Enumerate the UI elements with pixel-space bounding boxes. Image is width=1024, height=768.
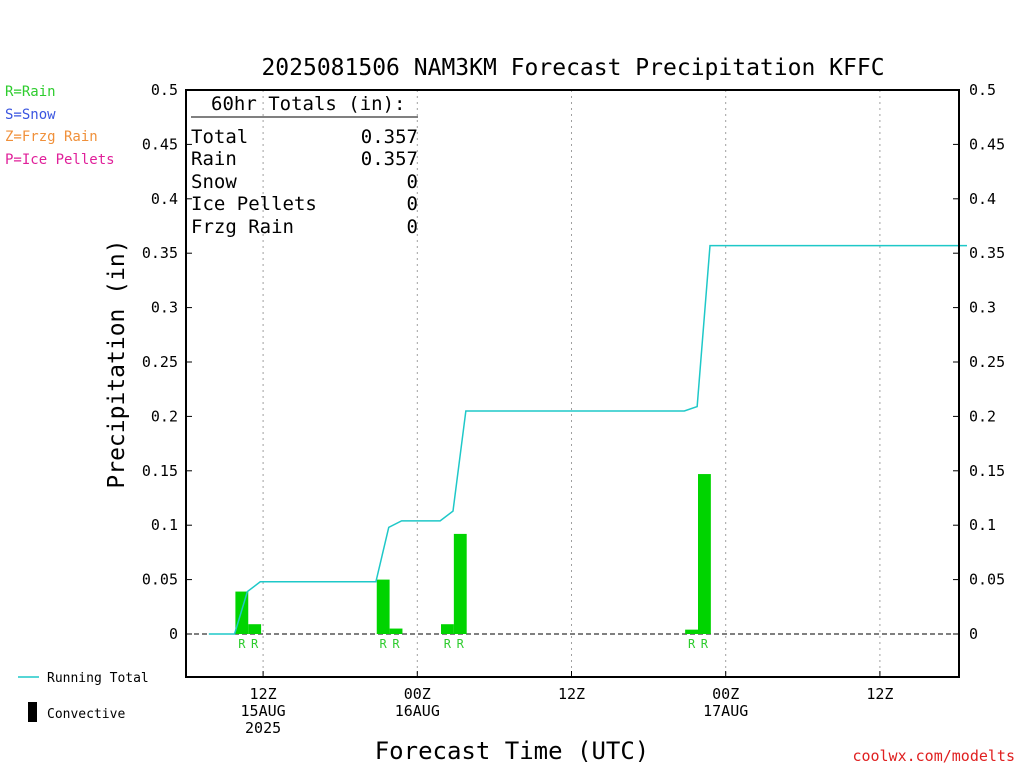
x-tick-label: 12Z (866, 685, 893, 703)
precip-type-letter: R (380, 637, 388, 651)
totals-label-ice-pellets: Ice Pellets (191, 193, 317, 215)
y-tick-label-right: 0.5 (969, 81, 996, 99)
x-tick-label: 00Z (712, 685, 739, 703)
chart-title: 2025081506 NAM3KM Forecast Precipitation… (261, 55, 884, 81)
precip-type-letter: R (701, 637, 709, 651)
y-tick-label-right: 0.4 (969, 190, 996, 208)
precip-type-legend: R=Rain S=Snow Z=Frzg Rain P=Ice Pellets (5, 84, 115, 168)
y-tick-label-right: 0.1 (969, 516, 996, 534)
totals-label-rain: Rain (191, 148, 237, 170)
plot-frame (185, 89, 960, 678)
precip-bar (453, 533, 467, 634)
totals-value-rain: 0.357 (361, 148, 418, 170)
totals-label-frzg-rain: Frzg Rain (191, 216, 294, 238)
x-tick-label: 2025 (245, 719, 281, 737)
precip-type-letter: R (238, 637, 246, 651)
totals-box: 60hr Totals (in): Total 0.357 Rain 0.357… (191, 93, 418, 238)
y-tick-label-left: 0.2 (151, 407, 178, 425)
y-axis-right-ticks: 0 0.05 0.1 0.15 0.2 0.25 0.3 0.35 0.4 0.45 0.5 (953, 81, 1005, 643)
precip-type-letter: R (392, 637, 400, 651)
x-tick-label: 12Z (250, 685, 277, 703)
y-axis-label: Precipitation (in) (104, 239, 130, 488)
totals-value-ice-pellets: 0 (407, 193, 418, 215)
precip-type-letter: R (457, 637, 465, 651)
precip-bar (698, 474, 711, 634)
y-tick-label-left: 0.3 (151, 299, 178, 317)
totals-value-snow: 0 (407, 171, 418, 193)
running-total-legend-label: Running Total (47, 671, 149, 686)
y-tick-label-right: 0.25 (969, 353, 1005, 371)
precip-bar (376, 579, 390, 634)
y-tick-label-right: 0 (969, 625, 978, 643)
precip-bar (441, 624, 454, 634)
running-total-line (208, 244, 967, 635)
x-tick-label: 12Z (558, 685, 585, 703)
precip-bar (235, 591, 249, 634)
y-tick-label-right: 0.45 (969, 135, 1005, 153)
y-tick-label-left: 0.25 (142, 353, 178, 371)
x-tick-label: 17AUG (703, 702, 748, 720)
legend-rain: R=Rain (5, 84, 56, 100)
y-tick-label-left: 0.15 (142, 462, 178, 480)
vertical-gridlines (262, 90, 881, 677)
totals-value-frzg-rain: 0 (407, 216, 418, 238)
precip-type-letter: R (251, 637, 259, 651)
precip-bar (389, 628, 403, 634)
y-tick-label-right: 0.15 (969, 462, 1005, 480)
x-tick-label: 16AUG (395, 702, 440, 720)
legend-ice-pellets: P=Ice Pellets (5, 152, 115, 168)
bottom-legend: Running Total Convective (18, 671, 149, 722)
y-tick-label-right: 0.35 (969, 244, 1005, 262)
x-tick-label: 15AUG (241, 702, 286, 720)
x-axis-label: Forecast Time (UTC) (375, 737, 650, 765)
totals-header: 60hr Totals (in): (211, 93, 405, 115)
totals-label-snow: Snow (191, 171, 237, 193)
watermark: coolwx.com/modelts (852, 747, 1015, 765)
totals-label-total: Total (191, 126, 248, 148)
convective-legend-label: Convective (47, 707, 125, 722)
precip-type-letter: R (444, 637, 452, 651)
y-tick-label-left: 0.1 (151, 516, 178, 534)
y-tick-label-left: 0.5 (151, 81, 178, 99)
legend-snow: S=Snow (5, 107, 56, 123)
y-axis-left-ticks: 0 0.05 0.1 0.15 0.2 0.25 0.3 0.35 0.4 0.45 0.5 (142, 81, 192, 643)
precip-type-letter: R (688, 637, 696, 651)
y-tick-label-right: 0.3 (969, 299, 996, 317)
convective-legend-swatch (28, 702, 37, 722)
y-tick-label-left: 0.45 (142, 135, 178, 153)
totals-value-total: 0.357 (361, 126, 418, 148)
x-tick-label: 00Z (404, 685, 431, 703)
legend-frzg-rain: Z=Frzg Rain (5, 129, 98, 145)
precip-bar (248, 624, 262, 634)
y-tick-label-left: 0 (169, 625, 178, 643)
y-tick-label-left: 0.4 (151, 190, 178, 208)
y-tick-label-left: 0.35 (142, 244, 178, 262)
precip-bars (235, 474, 711, 634)
precip-bar (685, 629, 698, 634)
y-tick-label-right: 0.2 (969, 407, 996, 425)
y-tick-label-left: 0.05 (142, 571, 178, 589)
y-tick-label-right: 0.05 (969, 571, 1005, 589)
